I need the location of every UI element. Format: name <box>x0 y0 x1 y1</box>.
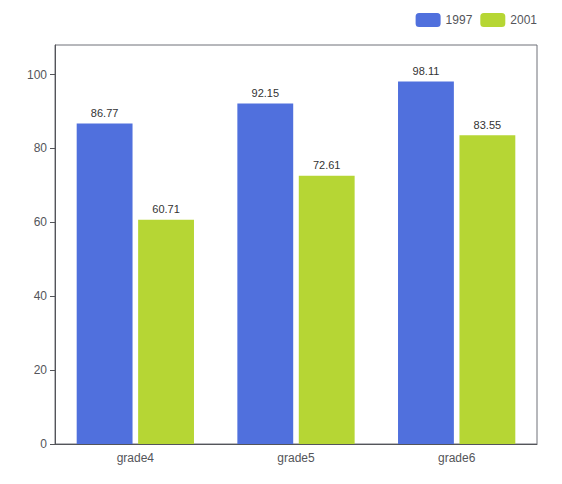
svg-text:86.77: 86.77 <box>91 107 119 119</box>
svg-text:80: 80 <box>34 141 48 155</box>
svg-text:0: 0 <box>40 437 47 451</box>
svg-text:92.15: 92.15 <box>252 87 280 99</box>
svg-text:60.71: 60.71 <box>152 203 180 215</box>
svg-text:40: 40 <box>34 289 48 303</box>
svg-text:2001: 2001 <box>510 13 537 27</box>
svg-text:1997: 1997 <box>446 13 473 27</box>
svg-text:72.61: 72.61 <box>313 159 341 171</box>
svg-text:20: 20 <box>34 363 48 377</box>
svg-text:grade6: grade6 <box>438 451 476 465</box>
svg-text:83.55: 83.55 <box>474 119 502 131</box>
svg-text:98.11: 98.11 <box>413 65 440 77</box>
svg-text:60: 60 <box>34 215 48 229</box>
svg-text:grade5: grade5 <box>277 451 315 465</box>
svg-text:100: 100 <box>27 68 47 82</box>
svg-text:grade4: grade4 <box>117 451 155 465</box>
